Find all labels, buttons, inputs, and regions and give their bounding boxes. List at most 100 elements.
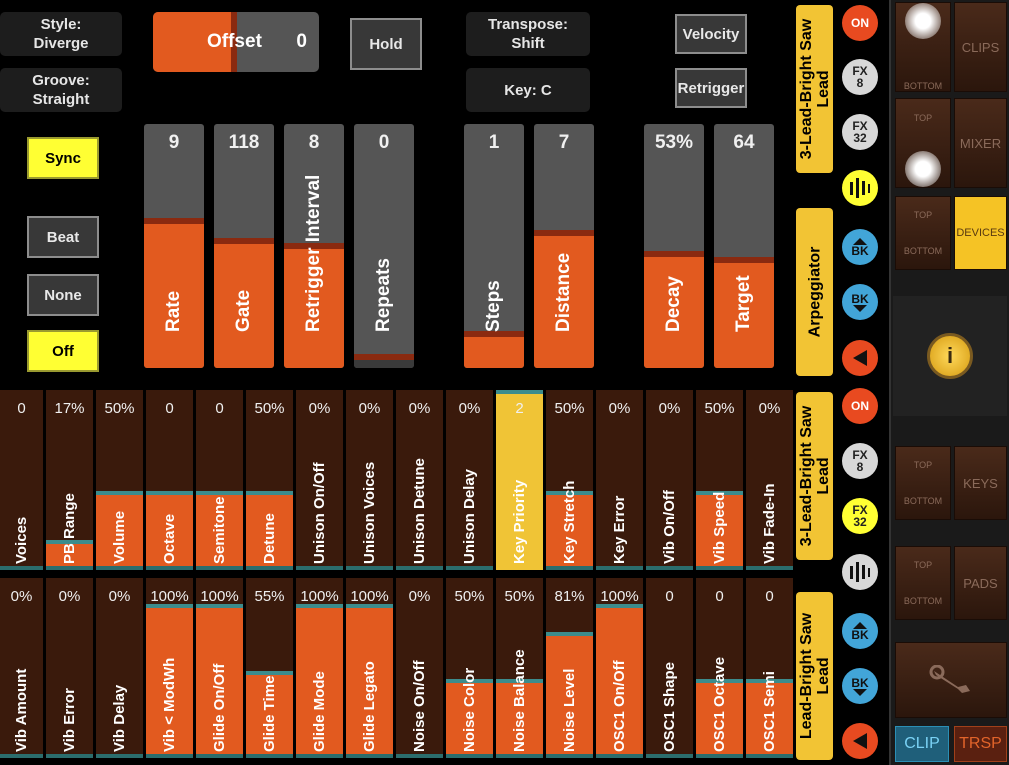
param-unison-detune[interactable]: 0% Unison Detune — [396, 390, 443, 570]
pad-top-5[interactable]: TOP BOTTOM — [895, 546, 951, 620]
fx32-button-1[interactable]: FX 32 — [842, 114, 878, 150]
hold-button[interactable]: Hold — [350, 18, 422, 70]
param-value: 50% — [254, 400, 285, 417]
on-button-2[interactable]: ON — [842, 388, 878, 424]
param-glide-legato[interactable]: 100% Glide Legato — [346, 578, 393, 758]
param-label: Volume — [110, 510, 128, 564]
pad-top-1[interactable]: BOTTOM — [895, 2, 951, 92]
param-vib-error[interactable]: 0% Vib Error — [46, 578, 93, 758]
retrigger-button[interactable]: Retrigger — [675, 68, 747, 108]
mixer-pad[interactable]: MIXER — [954, 98, 1007, 188]
param-vib-modwh[interactable]: 100% Vib < ModWh — [146, 578, 193, 758]
meter-icon-2[interactable] — [842, 554, 878, 590]
param-label: OSC1 Shape — [660, 661, 678, 752]
pad-top-3[interactable]: TOP BOTTOM — [895, 196, 951, 270]
param-vib-delay[interactable]: 0% Vib Delay — [96, 578, 143, 758]
param-osc1-semi[interactable]: 0 OSC1 Semi — [746, 578, 793, 758]
param-value: 0 — [715, 588, 724, 605]
param-unison-voices[interactable]: 0% Unison Voices — [346, 390, 393, 570]
param-value: 0% — [658, 400, 681, 417]
param-glide-time[interactable]: 55% Glide Time — [246, 578, 293, 758]
arrow-down-icon — [853, 304, 867, 312]
track-label-3[interactable]: 3-Lead-Bright Saw Lead — [796, 392, 833, 560]
transpose-selector[interactable]: Transpose: Shift — [466, 12, 590, 56]
param-label: Noise On/Off — [410, 660, 428, 752]
trsp-button[interactable]: TRSP — [954, 726, 1007, 762]
settings-pad[interactable] — [895, 642, 1007, 718]
fx8-button-2[interactable]: FX 8 — [842, 443, 878, 479]
offset-value: 0 — [296, 31, 307, 52]
param-key-stretch[interactable]: 50% Key Stretch — [546, 390, 593, 570]
clip-button[interactable]: CLIP — [895, 726, 949, 762]
slider-target[interactable]: 64 Target — [714, 124, 774, 368]
beat-button[interactable]: Beat — [27, 216, 99, 258]
param-glide-mode[interactable]: 100% Glide Mode — [296, 578, 343, 758]
back-button-2[interactable] — [842, 723, 878, 759]
param-value: 100% — [300, 588, 339, 605]
param-key-error[interactable]: 0% Key Error — [596, 390, 643, 570]
bank-down-button-2[interactable]: BK — [842, 668, 878, 704]
param-vib-amount[interactable]: 0% Vib Amount — [0, 578, 43, 758]
param-fill — [246, 495, 293, 570]
key-selector[interactable]: Key: C — [466, 68, 590, 112]
param-fill — [596, 608, 643, 758]
param-octave[interactable]: 0 Octave — [146, 390, 193, 570]
param-osc1-shape[interactable]: 0 OSC1 Shape — [646, 578, 693, 758]
offset-slider[interactable]: Offset 0 — [153, 12, 319, 72]
keys-pad[interactable]: KEYS — [954, 446, 1007, 520]
param-label: Unison Voices — [360, 461, 378, 564]
param-glide-on-off[interactable]: 100% Glide On/Off — [196, 578, 243, 758]
param-unison-delay[interactable]: 0% Unison Delay — [446, 390, 493, 570]
param-vib-fade-in[interactable]: 0% Vib Fade-In — [746, 390, 793, 570]
param-detune[interactable]: 50% Detune — [246, 390, 293, 570]
param-vib-on-off[interactable]: 0% Vib On/Off — [646, 390, 693, 570]
fx8-button-1[interactable]: FX 8 — [842, 59, 878, 95]
param-noise-on-off[interactable]: 0% Noise On/Off — [396, 578, 443, 758]
slider-rate[interactable]: 9 Rate — [144, 124, 204, 368]
param-noise-level[interactable]: 81% Noise Level — [546, 578, 593, 758]
info-button[interactable]: i — [927, 333, 973, 379]
back-button-1[interactable] — [842, 340, 878, 376]
clips-pad[interactable]: CLIPS — [954, 2, 1007, 92]
style-selector[interactable]: Style: Diverge — [0, 12, 122, 56]
slider-decay[interactable]: 53% Decay — [644, 124, 704, 368]
param-osc1-octave[interactable]: 0 OSC1 Octave — [696, 578, 743, 758]
pad-top-2[interactable]: TOP — [895, 98, 951, 188]
slider-steps[interactable]: 1 Steps — [464, 124, 524, 368]
bank-up-button-2[interactable]: BK — [842, 613, 878, 649]
slider-fill — [714, 263, 774, 368]
param-voices[interactable]: 0 Voices — [0, 390, 43, 570]
on-button-1[interactable]: ON — [842, 5, 878, 41]
pad-top-4[interactable]: TOP BOTTOM — [895, 446, 951, 520]
groove-selector[interactable]: Groove: Straight — [0, 68, 122, 112]
bank-up-button-1[interactable]: BK — [842, 229, 878, 265]
pads-pad[interactable]: PADS — [954, 546, 1007, 620]
devices-pad[interactable]: DEVICES — [954, 196, 1007, 270]
track-label-arpeggiator[interactable]: Arpeggiator — [796, 208, 833, 376]
param-pb-range[interactable]: 17% PB Range — [46, 390, 93, 570]
meter-icon-1[interactable] — [842, 170, 878, 206]
track-label-4[interactable]: Lead-Bright Saw Lead — [796, 592, 833, 760]
param-key-priority[interactable]: 2 Key Priority — [496, 390, 543, 570]
param-handle — [596, 604, 643, 608]
param-unison-on-off[interactable]: 0% Unison On/Off — [296, 390, 343, 570]
none-button[interactable]: None — [27, 274, 99, 316]
param-base — [396, 566, 443, 570]
param-osc1-on-off[interactable]: 100% OSC1 On/Off — [596, 578, 643, 758]
sync-button[interactable]: Sync — [27, 137, 99, 179]
track-label-1[interactable]: 3-Lead-Bright Saw Lead — [796, 5, 833, 173]
param-noise-color[interactable]: 50% Noise Color — [446, 578, 493, 758]
slider-gate[interactable]: 118 Gate — [214, 124, 274, 368]
off-button[interactable]: Off — [27, 330, 99, 372]
param-volume[interactable]: 50% Volume — [96, 390, 143, 570]
slider-repeats[interactable]: 0 Repeats — [354, 124, 414, 368]
param-vib-speed[interactable]: 50% Vib Speed — [696, 390, 743, 570]
fx32-button-2[interactable]: FX 32 — [842, 498, 878, 534]
bank-down-button-1[interactable]: BK — [842, 284, 878, 320]
param-noise-balance[interactable]: 50% Noise Balance — [496, 578, 543, 758]
param-semitone[interactable]: 0 Semitone — [196, 390, 243, 570]
param-base — [146, 754, 193, 758]
velocity-button[interactable]: Velocity — [675, 14, 747, 54]
slider-distance[interactable]: 7 Distance — [534, 124, 594, 368]
slider-retrigger-interval[interactable]: 8 Retrigger Interval — [284, 124, 344, 368]
